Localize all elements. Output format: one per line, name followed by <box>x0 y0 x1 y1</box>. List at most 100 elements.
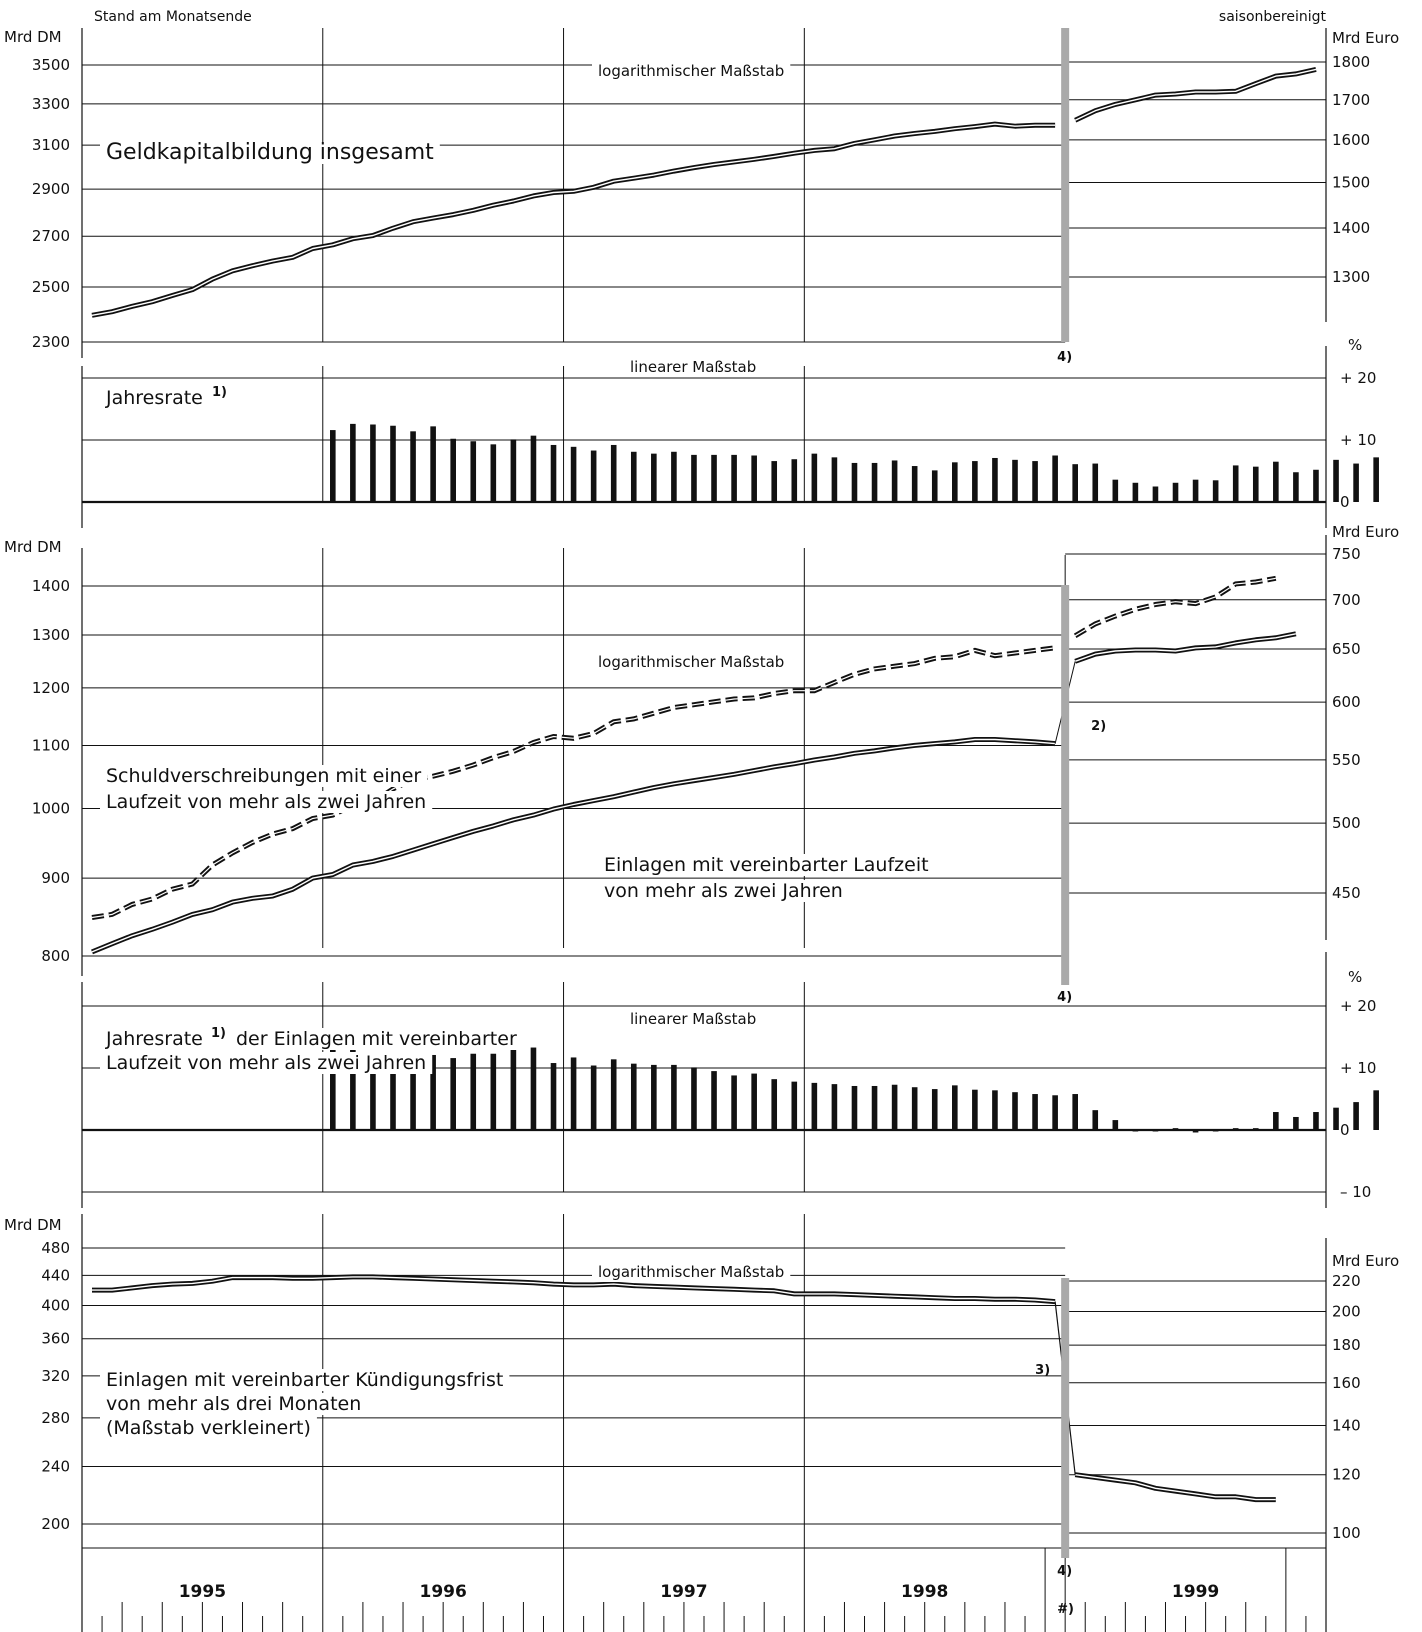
y-tick-dm: 320 <box>41 1367 70 1385</box>
bar-rate-term <box>691 1067 697 1130</box>
bar-rate-term <box>390 1064 396 1130</box>
bar-rate-term <box>1353 1102 1359 1130</box>
label-rate1-sup: 1) <box>212 385 227 400</box>
label-bonds-1-bg <box>100 765 428 787</box>
y-tick-dm: 280 <box>41 1409 70 1427</box>
bar-rate-total <box>1252 466 1259 502</box>
bar-rate-term <box>1032 1094 1038 1130</box>
bar-rate-total <box>1293 472 1299 502</box>
chart-frame: Stand am Monatsende saisonbereinigt <box>94 9 1327 25</box>
y-tick-euro: 650 <box>1332 640 1361 658</box>
bar-rate-total <box>1172 482 1179 502</box>
bar-rate-term <box>1313 1112 1319 1130</box>
bar-rate-term <box>1172 1128 1179 1130</box>
bar-rate-term <box>911 1087 918 1130</box>
bar-rate-total <box>1132 482 1139 502</box>
bar-rate-term <box>530 1047 537 1130</box>
y-tick-euro: 120 <box>1332 1466 1361 1484</box>
year-label-1998: 1998 <box>901 1582 948 1602</box>
footnote-hash: #) <box>1057 1602 1074 1617</box>
y-tick-euro: 1800 <box>1332 53 1370 71</box>
bar-rate-total <box>1333 459 1339 502</box>
bar-rate-total <box>972 461 978 502</box>
y-tick-euro: 220 <box>1332 1272 1361 1290</box>
y-tick-euro: 180 <box>1332 1336 1361 1354</box>
bar-rate-term <box>831 1084 838 1130</box>
y-tick-euro: 500 <box>1332 814 1361 832</box>
y-tick-dm: 2300 <box>32 333 70 351</box>
bar-rate-term <box>791 1081 798 1130</box>
bar-rate-total <box>330 430 336 502</box>
y-tick-euro: 550 <box>1332 751 1361 769</box>
bar-rate-total <box>751 455 757 502</box>
bar-rate-term <box>1192 1130 1199 1133</box>
label-rate2-2: Laufzeit von mehr als zwei Jahren <box>106 1052 426 1074</box>
bar-rate-term <box>671 1064 677 1130</box>
bar-rate-total <box>590 450 597 502</box>
y-tick-dm: 200 <box>41 1515 70 1533</box>
bar-rate-term <box>330 1043 336 1130</box>
bar-rate-total <box>691 454 697 502</box>
bar-rate-total <box>811 453 818 502</box>
label-rate2-1b-bg <box>230 1028 523 1050</box>
bar-rate-term <box>350 1046 356 1130</box>
label-notice-1-bg <box>100 1369 510 1391</box>
y-tick-pct: + 20 <box>1340 369 1376 387</box>
unit-pct-2: % <box>1348 968 1362 986</box>
bar-rate-term <box>1072 1094 1078 1130</box>
label-notice-3: (Maßstab verkleinert) <box>106 1417 311 1439</box>
bar-rate-term <box>550 1063 557 1130</box>
y-tick-euro: 1500 <box>1332 173 1370 191</box>
changeover-bar <box>1061 585 1070 985</box>
bar-rate-term <box>1152 1130 1159 1132</box>
bar-rate-term <box>711 1071 717 1130</box>
series-notice-dm-outer <box>92 1274 1056 1305</box>
bar-rate-term <box>851 1085 858 1130</box>
unit-euro-3: Mrd Euro <box>1332 1252 1399 1270</box>
series-panel3-0-dm-inner <box>91 647 1056 919</box>
bar-rate-term <box>610 1059 617 1130</box>
bar-rate-term <box>590 1065 597 1130</box>
bar-rate-term <box>1112 1120 1119 1130</box>
bar-rate-total <box>1092 463 1099 502</box>
bar-rate-total <box>550 444 557 502</box>
bar-rate-total <box>771 461 778 502</box>
series-panel3-0-euro-inner <box>1074 577 1276 637</box>
y-tick-dm: 1100 <box>32 736 70 754</box>
bar-rate-total <box>570 446 577 502</box>
bar-rate-term <box>410 1064 416 1130</box>
y-tick-euro: 750 <box>1332 545 1361 563</box>
bar-rate-total <box>1313 469 1319 502</box>
footnote-4-b: 4) <box>1057 990 1072 1005</box>
label-bonds-2-bg <box>100 791 433 813</box>
bar-rate-total <box>952 462 958 502</box>
y-tick-dm: 440 <box>41 1266 70 1284</box>
scale-lin-1: linearer Maßstab <box>630 358 756 376</box>
series-notice-dm <box>92 1276 1056 1303</box>
footnote-4-a: 4) <box>1057 350 1072 365</box>
bar-rate-total <box>871 462 878 502</box>
bar-rate-term <box>1333 1107 1339 1130</box>
bar-rate-term <box>751 1073 757 1130</box>
y-tick-pct: + 10 <box>1340 431 1376 449</box>
y-tick-dm: 240 <box>41 1458 70 1476</box>
unit-euro-1: Mrd Euro <box>1332 29 1399 47</box>
y-tick-euro: 1600 <box>1332 131 1370 149</box>
unit-dm-1: Mrd DM <box>4 28 62 46</box>
scale-log-2: logarithmischer Maßstab <box>598 653 784 671</box>
label-rate2-2-bg <box>100 1052 433 1074</box>
bar-rate-term <box>370 1055 376 1130</box>
label-notice-2-bg <box>100 1393 368 1415</box>
bar-rate-total <box>911 466 918 502</box>
label-term-1-bg <box>598 854 935 876</box>
bar-rate-term <box>450 1058 456 1130</box>
bar-rate-term <box>871 1085 878 1130</box>
y-tick-pct: + 10 <box>1340 1059 1376 1077</box>
year-label-1995: 1995 <box>179 1582 226 1602</box>
y-tick-euro: 1400 <box>1332 219 1370 237</box>
label-bonds-1: Schuldverschreibungen mit einer <box>106 765 421 787</box>
bar-rate-total <box>390 425 396 502</box>
bar-rate-term <box>992 1090 998 1130</box>
y-tick-dm: 3300 <box>32 95 70 113</box>
